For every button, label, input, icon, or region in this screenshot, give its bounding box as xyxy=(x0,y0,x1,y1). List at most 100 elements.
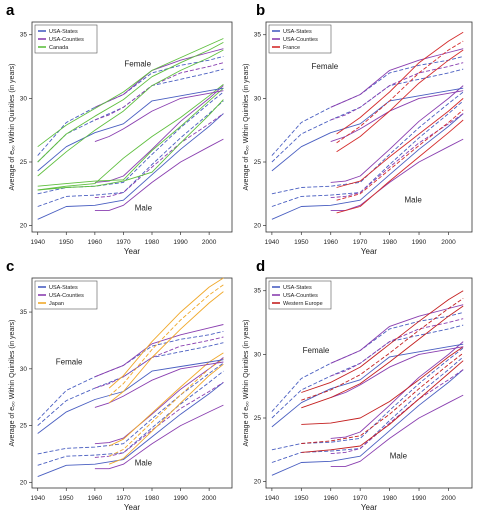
series-line xyxy=(301,305,464,409)
x-tick-label: 1990 xyxy=(173,239,188,246)
x-tick-label: 1980 xyxy=(145,239,160,246)
annotation-label: Male xyxy=(135,203,153,212)
y-tick-label: 35 xyxy=(20,32,28,39)
panel-a-letter: a xyxy=(6,2,15,19)
series-line xyxy=(37,370,224,466)
series-line xyxy=(330,113,464,199)
y-axis-label: Average of e₆₀ Within Quintiles (in year… xyxy=(9,320,16,447)
y-tick-label: 30 xyxy=(20,366,28,373)
series-line xyxy=(37,342,224,426)
series-line xyxy=(301,346,464,425)
series-line xyxy=(330,62,464,121)
series-line xyxy=(37,42,224,163)
x-tick-label: 1950 xyxy=(59,495,74,502)
x-tick-label: 1950 xyxy=(294,495,309,502)
x-tick-label: 1960 xyxy=(324,239,339,246)
series-line xyxy=(94,404,224,470)
y-axis-label: Average of e₆₀ Within Quintiles (in year… xyxy=(9,64,16,191)
chart-panel-c: 1940 1950 1960 1970 1980 1990 2000 20 25 30 35 Year… xyxy=(9,277,233,512)
legend-label: France xyxy=(283,45,300,51)
x-tick-label: 1980 xyxy=(382,495,397,502)
x-tick-label: 1950 xyxy=(294,239,309,246)
x-tick-label: 2000 xyxy=(441,495,456,502)
plot-frame xyxy=(265,277,473,489)
series-line xyxy=(336,119,464,214)
series-line xyxy=(330,394,464,467)
series-line xyxy=(108,358,224,457)
y-tick-label: 20 xyxy=(254,479,262,486)
y-tick-label: 25 xyxy=(20,423,28,430)
y-tick-label: 30 xyxy=(20,95,28,102)
series-line xyxy=(301,298,464,401)
panel-b-letter: b xyxy=(256,2,266,19)
x-tick-label: 1940 xyxy=(265,239,280,246)
series-line xyxy=(336,31,464,135)
annotation-label: Female xyxy=(312,62,339,71)
x-tick-label: 2000 xyxy=(202,495,217,502)
legend-label: Canada xyxy=(49,45,69,51)
series-line xyxy=(271,113,464,220)
legend-label: Western Europe xyxy=(283,301,323,307)
series-line xyxy=(37,99,224,191)
legend-label: USA-States xyxy=(49,29,78,35)
series-line xyxy=(37,55,224,156)
series-line xyxy=(271,311,464,412)
series-line xyxy=(37,87,224,187)
y-tick-label: 20 xyxy=(20,223,28,230)
legend-label: USA-Counties xyxy=(49,293,84,299)
series-line xyxy=(37,38,224,148)
legend-label: USA-Counties xyxy=(283,37,318,43)
legend-label: USA-States xyxy=(49,285,78,291)
series-line xyxy=(108,284,224,397)
series-line xyxy=(336,109,464,201)
x-axis-label: Year xyxy=(124,247,141,256)
annotation-label: Male xyxy=(404,196,422,205)
x-axis-label: Year xyxy=(361,503,378,512)
series-line xyxy=(94,324,224,378)
series-line xyxy=(37,382,224,478)
x-tick-label: 1970 xyxy=(353,495,368,502)
series-line xyxy=(271,55,464,156)
series-line xyxy=(37,49,224,177)
annotation-label: Female xyxy=(303,346,330,355)
series-line xyxy=(271,87,464,172)
x-tick-label: 1940 xyxy=(30,239,45,246)
x-tick-label: 1970 xyxy=(116,239,131,246)
series-line xyxy=(271,356,464,463)
x-tick-label: 1940 xyxy=(30,495,45,502)
series-line xyxy=(271,91,464,195)
series-line xyxy=(330,369,464,455)
series-line xyxy=(271,343,464,428)
y-tick-label: 35 xyxy=(254,288,262,295)
x-tick-label: 1980 xyxy=(382,239,397,246)
series-line xyxy=(108,277,224,389)
x-tick-label: 1960 xyxy=(88,495,103,502)
plot-frame xyxy=(265,21,473,233)
series-line xyxy=(330,85,464,183)
x-tick-label: 1990 xyxy=(412,239,427,246)
x-tick-label: 1960 xyxy=(88,239,103,246)
x-tick-label: 1980 xyxy=(145,495,160,502)
y-tick-label: 25 xyxy=(20,159,28,166)
series-line xyxy=(336,49,464,153)
series-line xyxy=(108,352,224,447)
plot-frame xyxy=(31,21,233,233)
series-line xyxy=(330,304,464,364)
x-tick-label: 1970 xyxy=(353,239,368,246)
series-line xyxy=(37,113,224,220)
plot-frame xyxy=(31,277,233,489)
series-line xyxy=(336,40,464,144)
series-line xyxy=(37,84,224,191)
x-tick-label: 1990 xyxy=(412,495,427,502)
series-line xyxy=(37,359,224,434)
x-axis-label: Year xyxy=(361,247,378,256)
annotation-label: Male xyxy=(135,458,153,467)
series-line xyxy=(330,341,464,439)
y-axis-label: Average of e₆₀ Within Quintiles (in year… xyxy=(243,64,250,191)
series-line xyxy=(94,336,224,389)
x-tick-label: 1960 xyxy=(324,495,339,502)
series-line xyxy=(301,360,464,453)
y-tick-label: 25 xyxy=(254,159,262,166)
series-line xyxy=(271,347,464,451)
series-line xyxy=(271,369,464,476)
